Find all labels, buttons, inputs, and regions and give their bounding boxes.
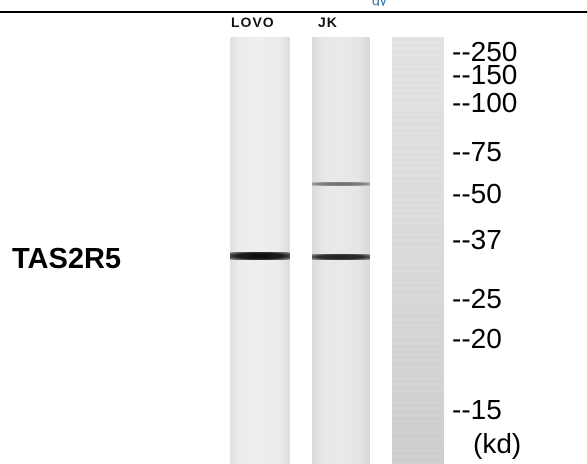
band-lovo-tas2r5 (230, 252, 290, 260)
marker-15: --15 (452, 394, 502, 425)
blot-lane-control (392, 37, 444, 464)
marker-150: --150 (452, 59, 518, 90)
header-text: gy (372, 0, 387, 6)
marker-37: --37 (452, 224, 502, 255)
marker-50: --50 (452, 178, 502, 209)
marker-75: --75 (452, 136, 502, 167)
marker-250: --250 (452, 36, 518, 67)
protein-label: TAS2R5 (12, 243, 122, 275)
marker-25: --25 (452, 283, 502, 314)
blot-lane-lovo (230, 37, 290, 464)
control-lane-texture (392, 37, 444, 464)
lane-label-jk: JK (318, 14, 338, 30)
lane-label-lovo: LOVO (231, 14, 275, 30)
top-divider (0, 11, 587, 13)
marker-100: --100 (452, 87, 518, 118)
band-jk-tas2r5 (312, 254, 370, 260)
header-text-fragment: gy (372, 0, 394, 6)
unit-label: (kd) (473, 428, 522, 459)
band-jk-upper (312, 182, 370, 186)
blot-lane-jk (312, 37, 370, 464)
marker-20: --20 (452, 323, 502, 354)
